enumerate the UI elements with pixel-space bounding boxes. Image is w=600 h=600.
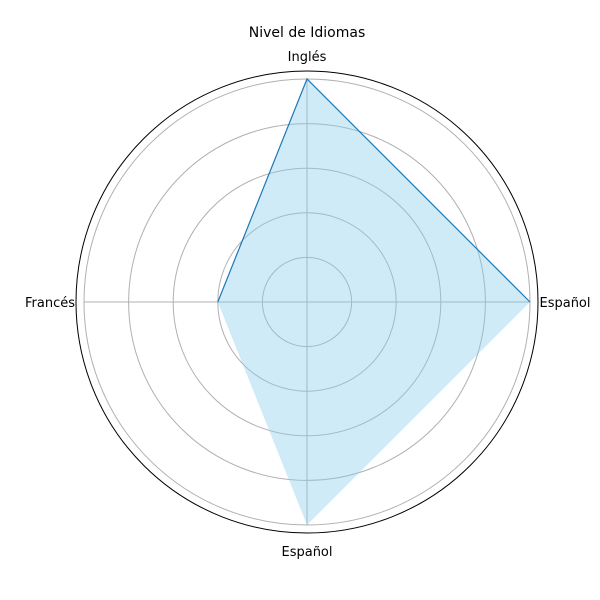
category-label-3: Francés <box>25 296 75 311</box>
category-label-1: Español <box>539 296 590 311</box>
series-fill <box>217 79 531 525</box>
category-label-2: Inglés <box>288 50 327 65</box>
category-label-4: Español <box>281 545 332 560</box>
chart-title: Nivel de Idiomas <box>249 25 366 41</box>
data-layer <box>217 77 531 526</box>
polar-frame <box>75 70 539 534</box>
label-layer: Español Inglés Francés Español <box>25 50 591 560</box>
